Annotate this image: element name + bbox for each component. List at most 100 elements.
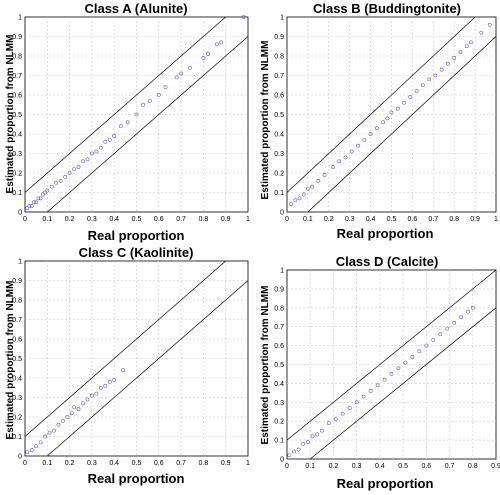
y-axis-label: Estimated proportion from NLMM: [260, 41, 271, 200]
x-tick-label: 1: [246, 460, 250, 467]
upper-band-line: [24, 260, 226, 437]
data-point: [301, 192, 306, 197]
x-tick-label: 0.4: [109, 460, 119, 467]
data-point: [385, 116, 390, 121]
data-point: [52, 428, 56, 433]
y-tick-label: 0.3: [12, 395, 22, 402]
data-point: [118, 124, 123, 129]
data-point: [34, 200, 39, 205]
data-point: [375, 383, 380, 388]
chart-title: Class C (Kaolinite): [79, 245, 194, 260]
data-point: [179, 71, 184, 76]
data-point: [163, 85, 168, 90]
x-tick-label: 1: [494, 216, 498, 223]
y-tick-label: 0.1: [12, 190, 22, 197]
data-point: [98, 145, 103, 150]
data-point: [382, 377, 387, 382]
data-point: [340, 411, 345, 416]
y-tick-label: 0.1: [12, 434, 22, 441]
data-point: [381, 120, 386, 125]
y-tick-label: 0.7: [12, 317, 22, 324]
y-tick-label: 0.3: [12, 151, 22, 158]
data-point: [63, 174, 68, 179]
data-point: [395, 106, 400, 111]
data-point: [36, 196, 41, 201]
x-tick-label: 0: [23, 216, 27, 223]
x-tick-label: 0.7: [428, 216, 438, 223]
y-tick-label: 0.2: [274, 419, 284, 426]
data-point: [292, 449, 296, 454]
y-tick-label: 0.6: [12, 337, 22, 344]
data-point: [361, 394, 366, 399]
x-tick-label: 1: [246, 216, 250, 223]
data-point: [446, 61, 450, 66]
data-point: [125, 120, 130, 125]
data-point: [29, 204, 34, 209]
x-tick-label: 0.3: [345, 216, 355, 223]
data-point: [333, 417, 338, 422]
data-point: [326, 421, 331, 425]
y-tick-label: 0.5: [274, 362, 284, 369]
data-point: [362, 137, 367, 142]
data-point: [58, 178, 63, 183]
y-tick-label: 0: [280, 210, 284, 217]
data-point: [43, 434, 47, 439]
data-point: [94, 149, 99, 154]
data-point: [85, 157, 90, 162]
y-axis-label: Estimated proportion from NLMM: [5, 281, 16, 440]
y-tick-label: 0: [18, 454, 22, 461]
data-point: [112, 378, 117, 382]
panel-class-b: 0 0.1 0.2 0.3 0.4 0.5 0.6 0.7 0.8 0.9 1 0 0.1 0.2 0.3 0…: [260, 1, 498, 241]
data-point: [297, 196, 302, 201]
data-point: [420, 83, 425, 88]
data-point: [368, 389, 373, 393]
y-tick-label: 0.5: [12, 356, 22, 363]
upper-band-line: [286, 16, 476, 193]
data-point: [141, 102, 146, 107]
lower-band-line: [47, 280, 249, 457]
y-tick-label: 0.4: [12, 376, 22, 383]
data-point: [408, 95, 413, 99]
data-point: [98, 385, 103, 390]
x-axis-label: Real proportion: [337, 476, 434, 491]
x-tick-label: 0.2: [65, 216, 75, 223]
x-tick-label: 0.9: [491, 463, 500, 470]
data-point: [354, 400, 359, 405]
x-tick-label: 0: [285, 216, 289, 223]
data-point: [76, 165, 81, 170]
lower-band-line: [47, 36, 249, 213]
data-point: [121, 368, 126, 373]
data-point: [205, 52, 210, 56]
x-tick-label: 0: [23, 460, 27, 467]
x-tick-label: 0.8: [468, 463, 478, 470]
data-point: [241, 15, 246, 19]
y-tick-label: 0.2: [12, 415, 22, 422]
data-point: [374, 126, 379, 131]
data-point: [34, 444, 39, 449]
data-point: [315, 432, 320, 437]
x-tick-label: 0.1: [303, 216, 313, 223]
x-tick-label: 0.2: [324, 216, 334, 223]
data-point: [487, 22, 492, 27]
data-point: [343, 155, 348, 160]
x-tick-label: 0.9: [221, 216, 231, 223]
lower-band-line: [307, 36, 497, 213]
data-point: [188, 65, 192, 70]
data-point: [49, 184, 54, 189]
y-tick-label: 0.9: [274, 34, 284, 41]
y-tick-label: 0.1: [274, 190, 284, 197]
data-point: [410, 355, 415, 359]
upper-band-line: [286, 269, 497, 441]
data-point: [25, 450, 30, 455]
chart-title: Class A (Alunite): [84, 1, 187, 16]
y-tick-label: 0.7: [274, 324, 284, 331]
data-point: [32, 200, 36, 205]
x-tick-label: 0.8: [199, 216, 209, 223]
data-point: [427, 77, 432, 82]
y-tick-label: 0.3: [274, 400, 284, 407]
y-tick-label: 0.7: [12, 73, 22, 80]
data-point: [65, 415, 70, 419]
data-point: [296, 447, 301, 452]
y-tick-label: 0.1: [274, 438, 284, 445]
